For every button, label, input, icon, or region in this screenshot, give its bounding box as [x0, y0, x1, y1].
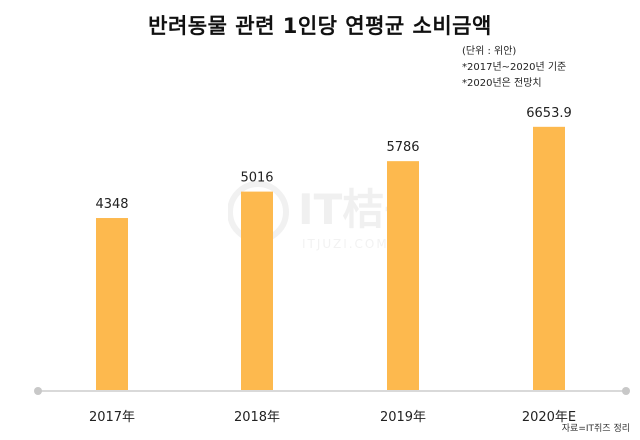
bar-1: [241, 191, 273, 390]
x-tick-label-1: 2018年: [234, 410, 280, 425]
basis-note: *2017년~2020년 기준: [462, 62, 567, 73]
x-tick-label-2: 2019年: [380, 410, 426, 425]
x-axis-right-end-dot: [622, 387, 630, 395]
chart-title: 반려동물 관련 1인당 연평균 소비금액: [148, 14, 492, 38]
x-axis-left-end-dot: [34, 387, 42, 395]
bar-0: [96, 218, 128, 390]
bar-value-label-3: 6653.9: [526, 106, 572, 121]
forecast-note: *2020년은 전망치: [462, 78, 542, 89]
source-note: 자료=IT쥐즈 정리: [561, 424, 630, 434]
bar-value-label-0: 4348: [95, 197, 128, 212]
bar-value-label-2: 5786: [386, 140, 419, 155]
x-tick-label-0: 2017年: [89, 410, 135, 425]
x-tick-label-3: 2020年E: [522, 410, 576, 425]
bar-value-label-1: 5016: [240, 171, 273, 186]
bar-3: [533, 126, 565, 390]
chart-notes: (단위 : 위안) *2017년~2020년 기준 *2020년은 전망치: [462, 44, 566, 92]
bar-2: [387, 161, 419, 390]
unit-note: (단위 : 위안): [462, 46, 517, 57]
